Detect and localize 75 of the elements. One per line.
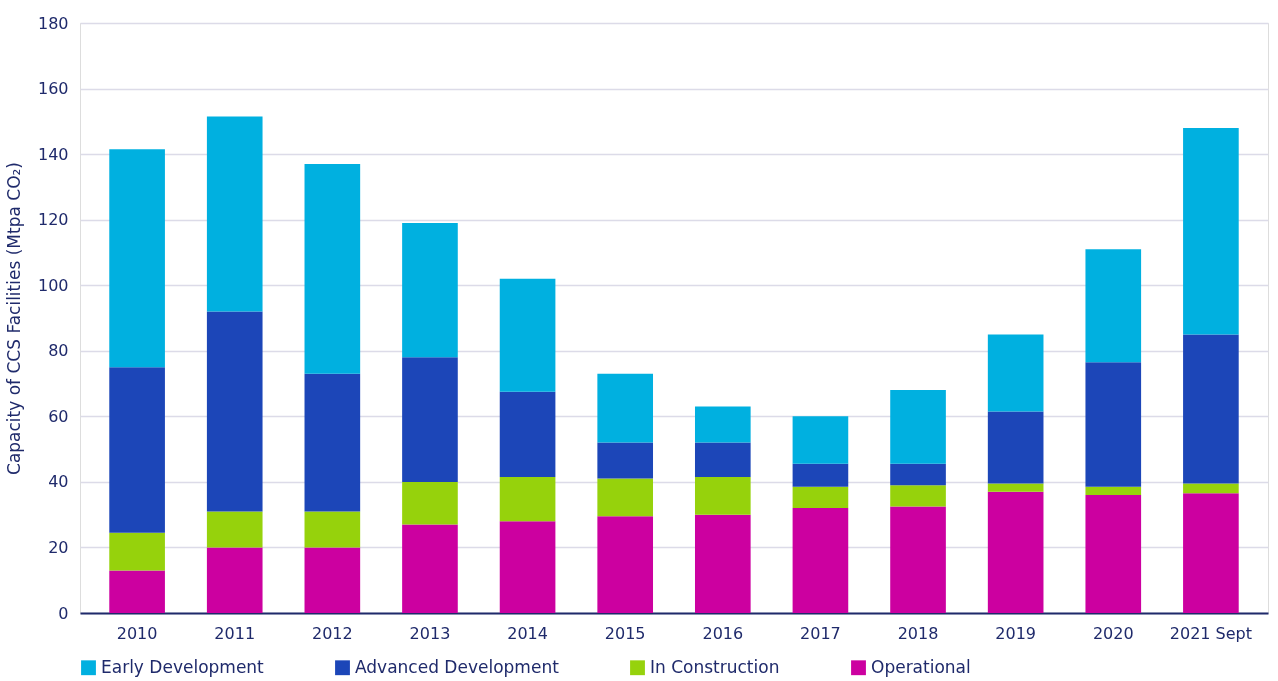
x-tick-label: 2018 [897,623,939,643]
bar [890,485,946,507]
bar [987,411,1044,484]
legend-label: Operational [871,656,971,677]
x-tick-label: 2019 [995,623,1037,643]
x-tick-label: 2021 Sept [1169,623,1253,643]
bar [1183,483,1239,494]
bar [792,416,849,464]
bar [1183,493,1239,613]
bar [1183,334,1239,484]
bar [499,476,556,522]
y-tick-label: 180 [37,13,69,33]
bar [1085,249,1142,363]
bar [597,373,654,443]
y-axis-title: Capacity of CCS Facilities (Mtpa CO₂) [3,162,24,475]
bar [304,163,361,374]
bar [499,278,556,392]
bar [1085,362,1142,487]
y-tick-label: 160 [37,79,69,99]
bar [792,508,849,613]
y-tick-label: 40 [48,472,69,492]
bar [597,478,654,517]
x-tick-label: 2011 [214,623,256,643]
bar [694,514,751,613]
bar [109,570,165,613]
bar [792,463,849,487]
y-tick-label: 100 [37,275,69,295]
bar [206,511,263,548]
bar [402,357,458,482]
bar [402,222,458,358]
bar [1085,495,1142,613]
x-tick-label: 2013 [409,623,451,643]
bar [694,476,751,515]
bar [109,149,165,368]
bar [206,311,263,512]
y-tick-label: 120 [37,210,69,230]
bar [597,516,654,613]
bar [304,511,361,548]
bar [1085,486,1142,495]
legend-label: Early Development [101,656,265,677]
bar [304,373,361,512]
y-tick-label: 0 [58,603,69,623]
bar [109,367,165,533]
bar [890,390,946,464]
bar [987,334,1044,412]
x-tick-label: 2015 [604,623,646,643]
bar [206,116,263,312]
bar [890,463,946,486]
y-tick-label: 20 [48,537,69,557]
bar [987,491,1044,613]
legend-label: Advanced Development [355,656,560,677]
bar [206,547,263,613]
x-tick-label: 2012 [311,623,353,643]
bar [694,406,751,443]
bar [304,547,361,613]
y-tick-label: 80 [48,341,69,361]
y-tick-label: 60 [48,406,69,426]
y-tick-label: 140 [37,144,69,164]
bar [402,524,458,613]
bar [597,442,654,479]
bar [1183,127,1239,335]
bar [499,391,556,477]
bar [694,442,751,477]
legend-label: In Construction [650,656,780,677]
bar [890,506,946,613]
bar [402,481,458,525]
x-tick-label: 2010 [116,623,158,643]
bar [109,532,165,571]
x-tick-label: 2014 [507,623,548,643]
bar [792,486,849,509]
x-tick-label: 2017 [800,623,841,643]
x-tick-label: 2020 [1092,623,1134,643]
x-tick-label: 2016 [702,623,744,643]
bar [987,483,1044,492]
bar [499,521,556,613]
